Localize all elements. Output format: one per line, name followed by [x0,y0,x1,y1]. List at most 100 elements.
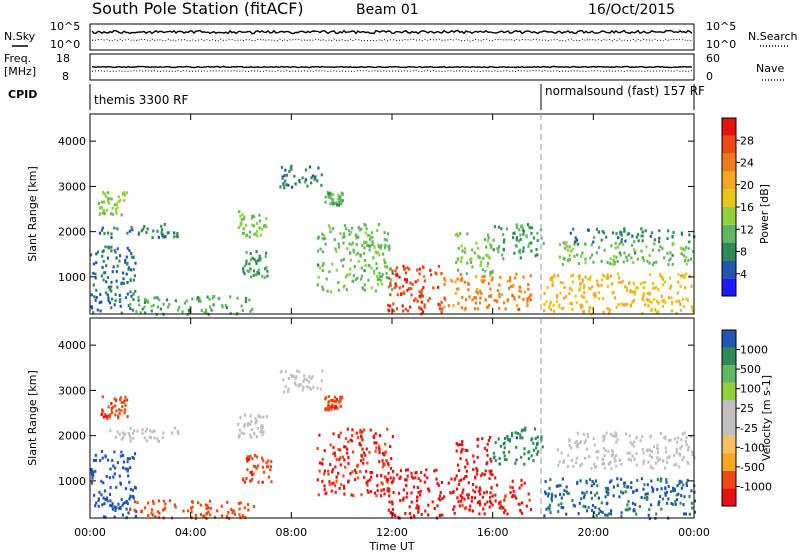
echo-cell [376,278,379,281]
echo-cell [677,436,680,440]
echo-cell [626,508,629,512]
echo-cell [391,435,394,439]
echo-cell [157,235,160,239]
echo-cell [490,469,493,473]
echo-cell [135,310,138,313]
echo-cell [321,264,324,268]
echo-cell [133,452,137,456]
echo-cell [435,468,438,472]
colorbar-tick-label: 4 [740,268,747,281]
echo-cell [405,280,408,284]
echo-cell [496,289,499,293]
echo-cell [453,511,456,515]
echo-cell [406,288,409,292]
echo-cell [457,500,460,504]
echo-cell [611,434,614,438]
echo-cell [208,499,211,503]
echo-cell [122,401,125,404]
echo-cell [476,288,479,292]
echo-cell [562,460,565,464]
echo-cell [551,284,554,287]
echo-cell [187,509,190,513]
echo-cell [534,437,537,441]
echo-cell [681,297,684,301]
echo-cell [622,243,625,247]
echo-cell [610,449,613,453]
echo-cell [632,281,635,285]
echo-cell [562,506,565,510]
echo-cell [437,497,440,501]
echo-cell [347,440,350,444]
echo-cell [420,307,423,311]
echo-cell [563,489,566,493]
echo-cell [668,258,671,262]
echo-cell [560,496,563,500]
echo-cell [97,250,100,254]
echo-cell [254,465,257,468]
echo-cell [615,434,618,438]
echo-cell [624,432,627,436]
echo-cell [372,243,375,247]
echo-cell [246,459,249,463]
echo-cell [128,497,131,501]
echo-cell [642,451,645,455]
echo-cell [440,300,443,304]
echo-cell [198,297,201,301]
echo-cell [481,437,484,441]
echo-cell [316,478,319,482]
echo-cell [670,502,673,505]
echo-cell [678,452,681,456]
echo-cell [237,422,240,426]
echo-cell [243,215,246,219]
echo-cell [151,236,154,240]
echo-cell [515,226,518,229]
echo-cell [652,286,655,290]
echo-cell [132,436,135,440]
echo-cell [666,456,669,460]
echo-cell [418,306,421,309]
echo-cell [101,408,104,412]
echo-cell [475,466,478,470]
echo-cell [124,408,127,412]
echo-cell [486,453,489,457]
echo-cell [684,439,687,443]
colorbar-swatch [722,418,736,436]
echo-cell [690,501,693,505]
echo-cell [205,310,208,314]
echo-cell [249,479,252,483]
echo-cell [382,252,385,256]
echo-cell [128,434,131,438]
echo-cell [125,272,128,276]
echo-cell [553,274,556,278]
echo-cell [443,283,446,286]
echo-cell [111,206,114,210]
echo-cell [408,305,412,309]
echo-cell [130,294,133,298]
echo-cell [386,427,389,431]
echo-cell [106,276,109,280]
echo-cell [429,268,432,272]
echo-cell [388,276,391,280]
echo-cell [513,276,517,280]
echo-cell [282,378,285,382]
echo-cell [519,256,522,260]
echo-cell [560,451,563,455]
echo-cell [590,508,594,512]
echo-cell [631,234,634,238]
echo-cell [110,406,113,410]
colorbar-swatch [722,224,736,243]
echo-cell [626,289,629,292]
echo-cell [114,250,117,254]
echo-cell [368,450,371,454]
echo-cell [456,287,459,291]
echo-cell [536,450,540,454]
echo-cell [128,229,131,233]
echo-cell [357,259,360,263]
echo-cell [444,279,447,283]
echo-cell [607,512,610,516]
echo-cell [131,488,134,492]
echo-cell [389,466,393,470]
echo-cell [603,274,606,278]
echo-cell [107,231,110,235]
echo-cell [660,507,663,511]
